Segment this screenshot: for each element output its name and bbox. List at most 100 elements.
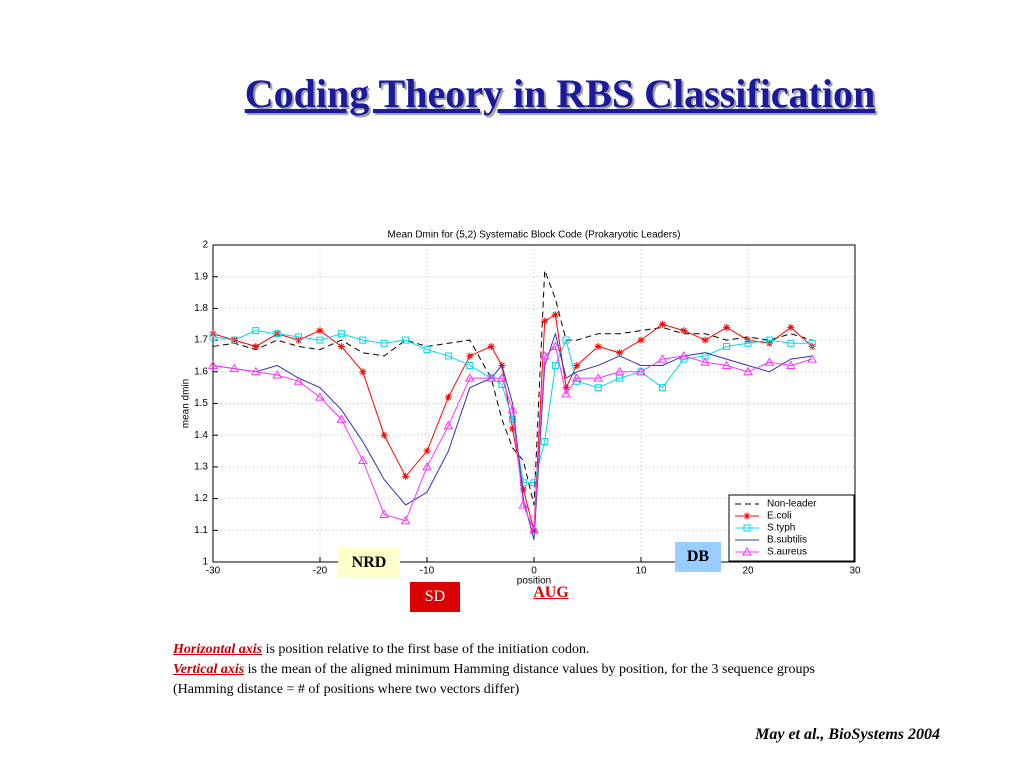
marker [250,366,261,376]
x-tick-label: 10 [635,566,647,577]
series-line [212,270,813,506]
marker [359,336,367,344]
marker [229,363,240,373]
caption-lead: Horizontal axis [173,642,263,657]
x-tick-label: 20 [742,566,754,577]
marker [293,376,304,385]
marker [507,404,518,414]
marker [443,420,454,430]
series-line [212,331,813,540]
marker [658,384,666,392]
x-tick-label: -20 [313,566,328,577]
x-tick-label: -30 [206,566,221,577]
marker [337,330,345,338]
marker [637,336,645,344]
aug-label: AUG [533,584,569,601]
marker [273,330,281,338]
marker [252,327,260,335]
marker [701,336,709,344]
marker [402,336,410,344]
marker [509,415,517,423]
marker [541,438,549,446]
marker [400,515,411,525]
series-line [212,345,813,531]
legend-label: Non-leader [767,499,817,510]
chart-title: Mean Dmin for (5,2) Systematic Block Cod… [388,230,681,241]
y-tick-label: 1 [202,557,208,568]
marker [723,342,731,350]
marker [252,342,260,350]
marker [402,472,410,480]
legend-label: S.aureus [767,547,807,558]
caption-text: is position relative to the first base o… [262,642,590,657]
x-tick-label: -10 [420,566,435,577]
y-tick-label: 1.2 [194,493,208,504]
marker [723,323,731,331]
marker [466,361,474,369]
marker [765,336,773,344]
nrd-label: NRD [338,548,400,578]
marker [519,485,527,493]
marker [486,373,497,382]
marker [743,512,751,520]
marker [594,342,602,350]
db-label: DB [675,542,721,572]
citation: May et al., BioSystems 2004 [755,726,940,743]
marker [721,360,732,369]
marker [529,525,539,534]
marker [466,352,474,360]
marker [464,373,475,382]
marker [519,479,527,487]
marker [518,499,529,509]
marker [444,393,452,401]
marker [423,346,431,354]
sd-label: SD [410,582,460,612]
marker [336,414,347,423]
legend-label: E.coli [767,511,791,522]
marker [616,349,624,357]
y-tick-label: 1.9 [194,271,208,282]
marker [680,327,688,335]
marker [614,366,625,376]
marker [316,336,324,344]
marker [337,342,345,350]
marker [315,392,325,401]
marker [636,366,646,376]
slide-title: Coding Theory in RBS Classification [244,71,876,116]
marker [272,369,283,379]
marker [316,327,324,335]
y-tick-label: 1.8 [194,303,208,314]
marker [444,352,452,360]
marker [379,509,390,518]
marker [230,336,238,344]
marker [539,350,550,360]
marker [357,455,368,465]
marker [209,333,217,341]
y-tick-label: 1.1 [194,525,208,536]
marker [658,320,666,328]
y-axis-label: mean dmin [181,379,192,428]
marker [594,384,602,392]
caption-lead: Vertical axis [173,662,245,677]
marker [551,361,559,369]
marker [787,339,795,347]
marker [562,384,570,392]
marker [422,461,432,471]
marker [593,373,604,382]
caption-line: Vertical axis is the mean of the aligned… [173,660,873,700]
marker [509,425,517,433]
marker [743,524,751,532]
marker [657,354,668,363]
marker [497,373,507,382]
marker [208,360,218,369]
caption-line: Horizontal axis is position relative to … [173,640,873,660]
series-line [212,330,813,484]
x-axis-label: position [517,576,551,587]
marker [785,360,796,369]
marker [764,357,775,366]
marker [807,354,818,363]
marker [295,333,303,341]
marker [561,388,571,398]
marker [562,336,570,344]
